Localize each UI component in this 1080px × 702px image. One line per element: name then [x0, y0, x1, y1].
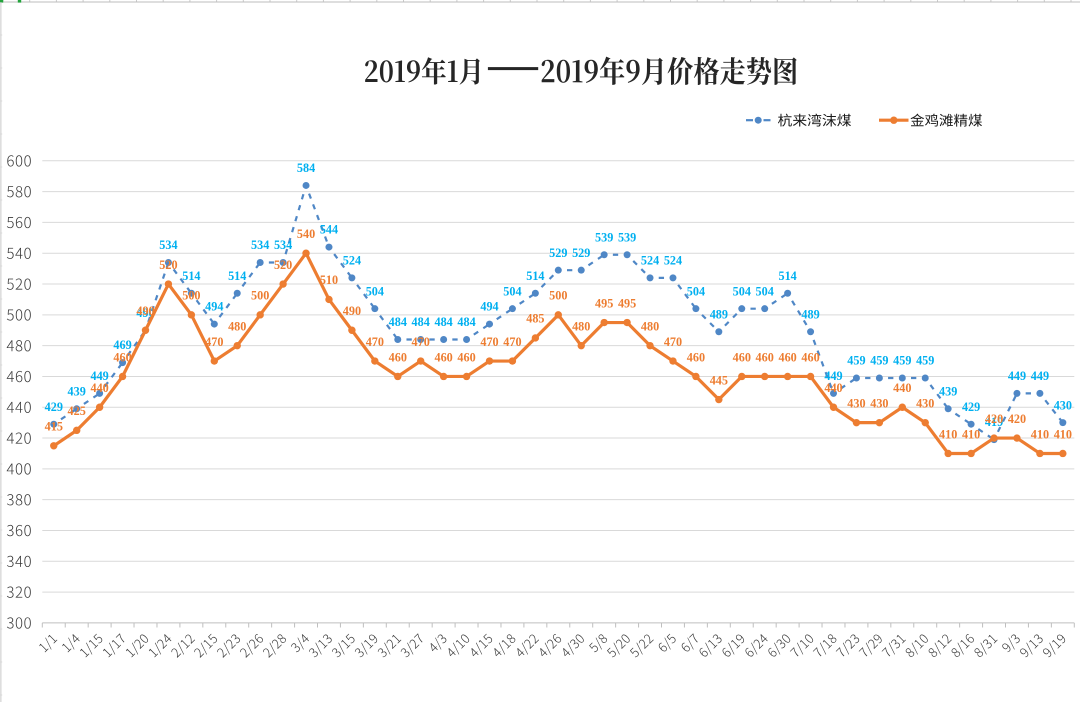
svg-text:529: 529: [549, 246, 567, 260]
svg-text:524: 524: [343, 253, 361, 267]
svg-text:540: 540: [297, 227, 315, 241]
svg-text:534: 534: [274, 238, 292, 252]
svg-text:520: 520: [159, 258, 177, 272]
svg-text:460: 460: [389, 350, 407, 364]
svg-text:480: 480: [572, 319, 590, 333]
svg-text:504: 504: [756, 284, 774, 298]
svg-text:494: 494: [205, 300, 223, 314]
svg-text:490: 490: [136, 304, 154, 318]
svg-text:429: 429: [45, 400, 63, 414]
svg-text:470: 470: [480, 335, 498, 349]
svg-text:440: 440: [893, 381, 911, 395]
svg-text:484: 484: [412, 315, 430, 329]
svg-text:494: 494: [480, 300, 498, 314]
svg-text:430: 430: [870, 396, 888, 410]
svg-text:445: 445: [710, 373, 728, 387]
svg-text:459: 459: [893, 354, 911, 368]
svg-text:480: 480: [641, 319, 659, 333]
svg-text:520: 520: [274, 258, 292, 272]
svg-text:440: 440: [824, 381, 842, 395]
svg-text:420: 420: [985, 412, 1003, 426]
svg-text:425: 425: [68, 404, 86, 418]
svg-text:440: 440: [90, 381, 108, 395]
svg-text:539: 539: [595, 230, 613, 244]
svg-text:470: 470: [412, 335, 430, 349]
svg-text:449: 449: [1008, 369, 1026, 383]
svg-text:534: 534: [159, 238, 177, 252]
svg-text:490: 490: [343, 304, 361, 318]
svg-text:429: 429: [962, 400, 980, 414]
svg-text:489: 489: [710, 307, 728, 321]
svg-text:449: 449: [1031, 369, 1049, 383]
svg-text:460: 460: [434, 350, 452, 364]
svg-text:460: 460: [778, 350, 796, 364]
svg-text:439: 439: [68, 384, 86, 398]
svg-text:484: 484: [389, 315, 407, 329]
svg-text:460: 460: [687, 350, 705, 364]
svg-text:469: 469: [113, 338, 131, 352]
svg-text:470: 470: [664, 335, 682, 349]
svg-text:544: 544: [320, 223, 338, 237]
svg-text:449: 449: [90, 369, 108, 383]
svg-text:504: 504: [503, 284, 521, 298]
svg-text:484: 484: [457, 315, 475, 329]
svg-text:514: 514: [228, 269, 246, 283]
svg-text:470: 470: [503, 335, 521, 349]
svg-text:449: 449: [824, 369, 842, 383]
svg-text:500: 500: [549, 289, 567, 303]
svg-text:504: 504: [733, 284, 751, 298]
svg-text:415: 415: [45, 420, 63, 434]
svg-text:514: 514: [526, 269, 544, 283]
svg-text:460: 460: [801, 350, 819, 364]
svg-text:410: 410: [1031, 427, 1049, 441]
svg-text:480: 480: [228, 319, 246, 333]
svg-text:539: 539: [618, 230, 636, 244]
svg-text:534: 534: [251, 238, 269, 252]
svg-text:490: 490: [136, 306, 154, 320]
svg-text:430: 430: [1054, 398, 1072, 412]
svg-text:460: 460: [733, 350, 751, 364]
svg-text:410: 410: [962, 427, 980, 441]
svg-text:584: 584: [297, 161, 315, 175]
svg-text:410: 410: [939, 427, 957, 441]
svg-text:439: 439: [939, 384, 957, 398]
svg-text:529: 529: [572, 246, 590, 260]
svg-text:495: 495: [595, 296, 613, 310]
svg-text:485: 485: [526, 312, 544, 326]
svg-text:430: 430: [847, 396, 865, 410]
svg-text:500: 500: [251, 289, 269, 303]
svg-text:459: 459: [916, 354, 934, 368]
svg-text:495: 495: [618, 296, 636, 310]
svg-text:419: 419: [985, 415, 1003, 429]
svg-text:410: 410: [1054, 427, 1072, 441]
svg-text:430: 430: [916, 396, 934, 410]
svg-text:460: 460: [756, 350, 774, 364]
svg-text:460: 460: [457, 350, 475, 364]
svg-text:484: 484: [434, 315, 452, 329]
svg-text:459: 459: [870, 354, 888, 368]
svg-text:510: 510: [320, 273, 338, 287]
svg-text:500: 500: [182, 289, 200, 303]
svg-text:504: 504: [366, 284, 384, 298]
svg-text:504: 504: [687, 284, 705, 298]
svg-text:470: 470: [205, 335, 223, 349]
svg-text:420: 420: [1008, 412, 1026, 426]
svg-text:524: 524: [641, 253, 659, 267]
svg-text:489: 489: [801, 307, 819, 321]
svg-text:514: 514: [182, 269, 200, 283]
svg-text:460: 460: [113, 350, 131, 364]
svg-text:459: 459: [847, 354, 865, 368]
svg-text:470: 470: [366, 335, 384, 349]
svg-text:514: 514: [778, 269, 796, 283]
svg-text:524: 524: [664, 253, 682, 267]
